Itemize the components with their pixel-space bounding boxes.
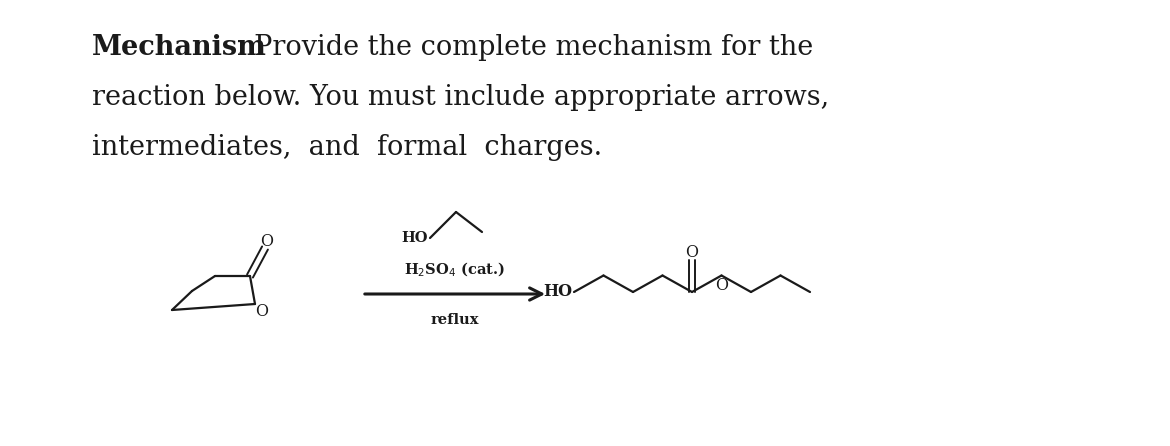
Text: HO: HO — [543, 284, 572, 301]
Text: Mechanism: Mechanism — [92, 34, 267, 61]
Text: . Provide the complete mechanism for the: . Provide the complete mechanism for the — [238, 34, 813, 61]
Text: O: O — [715, 277, 728, 294]
Text: H$_2$SO$_4$ (cat.): H$_2$SO$_4$ (cat.) — [405, 261, 505, 279]
Text: reflux: reflux — [431, 313, 480, 327]
Text: intermediates,  and  formal  charges.: intermediates, and formal charges. — [92, 134, 603, 161]
Text: O: O — [686, 244, 698, 261]
Text: reaction below. You must include appropriate arrows,: reaction below. You must include appropr… — [92, 84, 830, 111]
Text: O: O — [261, 232, 274, 249]
Text: HO: HO — [401, 231, 428, 245]
Text: O: O — [255, 302, 268, 319]
